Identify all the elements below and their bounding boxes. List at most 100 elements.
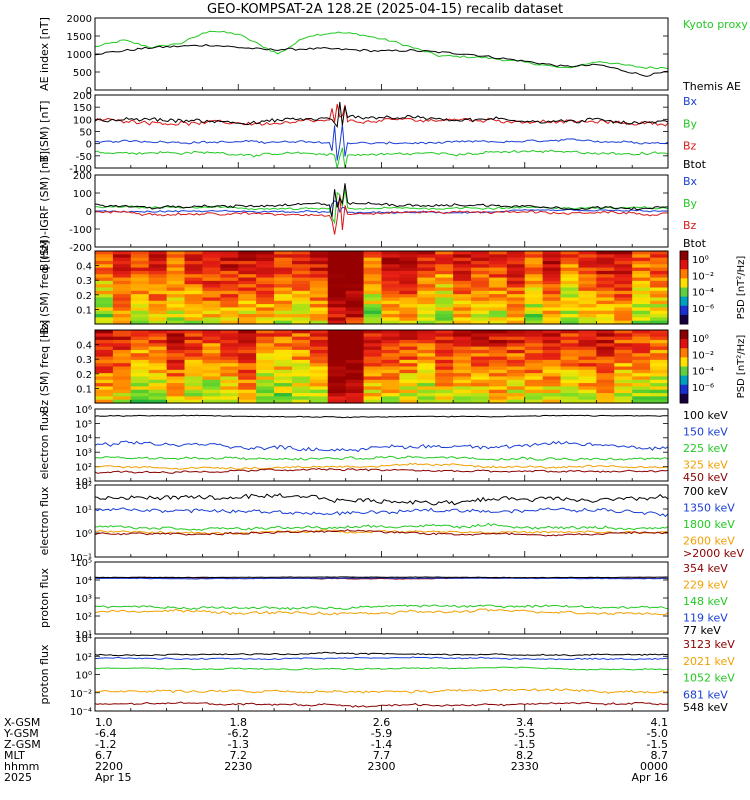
spectrogram-cell <box>632 336 651 341</box>
spectrogram-cell <box>112 280 132 285</box>
spectrogram-cell <box>309 284 329 289</box>
spectrogram-cell <box>506 274 526 279</box>
spectrogram-cell <box>166 383 186 388</box>
spectrogram-cell <box>435 314 454 318</box>
spectrogram-cell <box>95 317 114 322</box>
spectrogram-cell <box>309 366 329 371</box>
spectrogram-cell <box>327 260 347 265</box>
spectrogram-cell <box>542 399 562 404</box>
series-line <box>94 651 669 657</box>
spectrogram-cell <box>220 254 239 259</box>
spectrogram-cell <box>363 346 383 351</box>
spectrogram-cell <box>112 260 132 265</box>
spectrogram-cell <box>148 267 168 272</box>
spectrogram-cell <box>220 280 239 285</box>
spectrogram-cell <box>560 287 580 292</box>
spectrogram-cell <box>435 297 454 302</box>
spectrogram-cell <box>95 300 114 305</box>
spectrogram-cell <box>488 310 508 315</box>
spectrogram-cell <box>112 366 132 371</box>
x-tick-value: -1.2 <box>95 738 116 751</box>
spectrogram-cell <box>542 396 562 401</box>
spectrogram-cell <box>345 304 365 309</box>
spectrogram-cell <box>524 290 544 295</box>
y-tick-label: 0.4 <box>76 341 92 352</box>
spectrogram-cell <box>650 346 669 351</box>
spectrogram-cell <box>327 349 347 354</box>
spectrogram-cell <box>381 396 401 401</box>
y-tick-label: 0.1 <box>76 384 92 395</box>
spectrogram-cell <box>596 270 615 275</box>
spectrogram-cell <box>238 336 257 341</box>
spectrogram-cell <box>488 251 508 255</box>
spectrogram-cell <box>95 396 114 401</box>
spectrogram-cell <box>345 314 365 318</box>
spectrogram-cell <box>256 346 275 351</box>
spectrogram-cell <box>327 366 347 371</box>
spectrogram-cell <box>542 280 562 285</box>
spectrogram-cell <box>453 333 472 338</box>
spectrogram-cell <box>471 310 490 315</box>
spectrogram-cell <box>578 264 597 269</box>
spectrogram-cell <box>274 349 293 354</box>
spectrogram-cell <box>399 366 418 371</box>
spectrogram-cell <box>363 264 383 269</box>
spectrogram-cell <box>417 376 436 381</box>
spectrogram-cell <box>632 343 651 348</box>
spectrogram-cell <box>112 343 132 348</box>
spectrogram-cell <box>488 314 508 318</box>
spectrogram-cell <box>274 389 293 394</box>
spectrogram-cell <box>345 399 365 404</box>
legend-label: 148 keV <box>683 595 728 608</box>
spectrogram-cell <box>417 320 436 325</box>
spectrogram-cell <box>524 373 544 378</box>
spectrogram-cell <box>614 369 633 374</box>
spectrogram-cell <box>417 310 436 315</box>
spectrogram-cell <box>291 369 311 374</box>
spectrogram-cell <box>166 336 186 341</box>
spectrogram-cell <box>291 290 311 295</box>
spectrogram-cell <box>488 389 508 394</box>
spectrogram-cell <box>650 333 669 338</box>
spectrogram-cell <box>578 320 597 325</box>
spectrogram-cell <box>220 393 239 397</box>
spectrogram-cell <box>238 307 257 312</box>
spectrogram-cell <box>112 383 132 388</box>
spectrogram-cell <box>524 251 544 255</box>
spectrogram-cell <box>650 257 669 262</box>
spectrogram-cell <box>614 366 633 371</box>
spectrogram-cell <box>274 304 293 309</box>
spectrogram-cell <box>148 349 168 354</box>
spectrogram-cell <box>202 280 221 285</box>
spectrogram-cell <box>614 310 633 315</box>
spectrogram-cell <box>327 297 347 302</box>
spectrogram-cell <box>202 339 221 344</box>
spectrogram-cell <box>309 363 329 368</box>
spectrogram-cell <box>596 277 615 282</box>
spectrogram-cell <box>596 260 615 265</box>
spectrogram-cell <box>578 317 597 322</box>
spectrogram-cell <box>130 317 150 322</box>
spectrogram-cell <box>650 320 669 325</box>
spectrogram-cell <box>130 314 150 318</box>
spectrogram-cell <box>542 257 562 262</box>
spectrogram-cell <box>112 277 132 282</box>
spectrogram-cell <box>614 257 633 262</box>
spectrogram-cell <box>417 389 436 394</box>
spectrogram-cell <box>471 379 490 384</box>
spectrogram-cell <box>578 297 597 302</box>
spectrogram-cell <box>274 376 293 381</box>
spectrogram-cell <box>166 366 186 371</box>
spectrogram-cell <box>524 310 544 315</box>
spectrogram-cell <box>632 257 651 262</box>
spectrogram-cell <box>345 330 365 334</box>
spectrogram-cell <box>363 284 383 289</box>
spectrogram-cell <box>274 251 293 255</box>
spectrogram-cell <box>578 353 597 358</box>
spectrogram-cell <box>238 330 257 334</box>
spectrogram-cell <box>632 349 651 354</box>
spectrogram-cell <box>363 274 383 279</box>
spectrogram-cell <box>95 373 114 378</box>
